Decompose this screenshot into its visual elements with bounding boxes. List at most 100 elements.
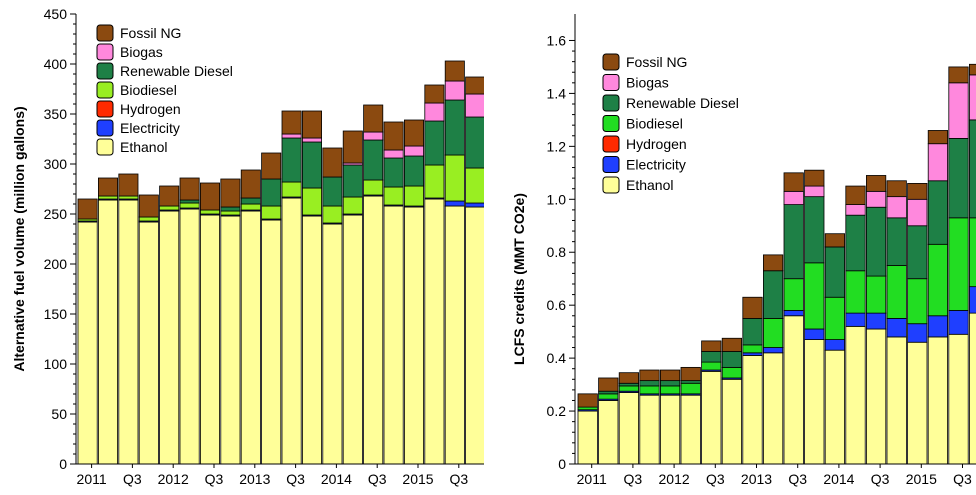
bar-segment [363, 131, 384, 141]
bar-segment [598, 377, 619, 392]
bar-segment [680, 366, 701, 382]
bar-segment [261, 152, 282, 180]
bar-segment [220, 178, 241, 208]
bar-segment [220, 210, 241, 216]
bar-segment [179, 177, 200, 201]
bar-segment [804, 185, 825, 198]
bar-segment [465, 202, 484, 208]
legend-swatch [602, 135, 620, 153]
bar-segment [199, 182, 220, 211]
y-tick-label: 0.4 [547, 350, 567, 366]
bar-segment [660, 385, 681, 395]
legend-label: Biogas [120, 44, 163, 60]
bar-segment [281, 181, 302, 198]
bar-segment [845, 214, 866, 272]
bar-segment [907, 225, 928, 280]
y-tick-label: 50 [51, 406, 67, 422]
legend-swatch [96, 24, 114, 42]
x-tick-label: 2014 [321, 471, 352, 487]
bar-segment [866, 328, 887, 465]
bar-segment [322, 223, 343, 465]
bar-segment [886, 180, 907, 198]
bar-segment [804, 328, 825, 340]
bar-segment [77, 198, 98, 220]
legend-swatch [96, 119, 114, 137]
bar-segment [98, 177, 119, 197]
x-tick-label: 2011 [577, 471, 607, 487]
legend-swatch [96, 43, 114, 61]
bar-segment [118, 195, 139, 200]
bar-segment [138, 216, 159, 222]
bar-segment [866, 175, 887, 192]
bar-segment [444, 60, 465, 82]
x-tick-label: Q3 [788, 471, 807, 487]
bar-segment [721, 366, 743, 379]
bar-segment [660, 369, 681, 382]
bar-segment [783, 278, 804, 311]
bar-segment [639, 394, 660, 465]
y-tick-label: 250 [44, 206, 68, 222]
bar-segment [281, 110, 302, 135]
bar-segment [403, 206, 424, 465]
bar-segment [199, 214, 220, 465]
y-tick-label: 200 [44, 256, 68, 272]
bar-segment [465, 76, 484, 95]
bar-segment [383, 149, 404, 159]
bar-segment [577, 410, 598, 465]
bar-segment [403, 185, 424, 207]
y-tick-label: 0.8 [547, 244, 567, 260]
legend-label: Ethanol [626, 177, 673, 193]
legend-label: Biodiesel [626, 116, 683, 132]
bar-segment [363, 139, 384, 181]
bar-segment [927, 243, 949, 317]
bar-segment [701, 340, 722, 352]
bar-segment [866, 206, 887, 277]
y-tick-label: 0.2 [547, 403, 567, 419]
bar-segment [465, 206, 484, 465]
bar-segment [159, 205, 180, 211]
bar-segment [763, 347, 784, 354]
bar-segment [444, 154, 465, 202]
y-axis-label: LCFS credits (MMT CO2e) [511, 193, 527, 365]
bar-segment [444, 205, 465, 465]
bar-segment [721, 337, 743, 352]
bar-segment [403, 145, 424, 157]
bar-segment [240, 203, 261, 211]
bar-segment [138, 194, 159, 218]
bar-segment [886, 217, 907, 266]
legend-label: Fossil NG [626, 54, 687, 70]
legend-label: Electricity [120, 120, 180, 136]
legend-swatch [602, 156, 620, 173]
bar-segment [220, 206, 241, 212]
bar-segment [403, 155, 424, 187]
bar-segment [77, 221, 98, 465]
x-tick-label: Q3 [205, 471, 224, 487]
bar-segment [199, 209, 220, 215]
bar-segment [118, 199, 139, 465]
bar-segment [680, 382, 701, 395]
bar-segment [845, 204, 866, 216]
legend-label: Hydrogen [626, 136, 687, 152]
bar-segment [763, 270, 784, 319]
legend-label: Renewable Diesel [120, 63, 233, 79]
bar-segment [342, 130, 363, 164]
bar-segment [444, 200, 465, 207]
bar-segment [660, 394, 681, 465]
bar-segment [701, 351, 722, 363]
legend: Fossil NG Biogas Renewable Diesel Biodiesel… [602, 53, 739, 194]
legend-swatch [602, 176, 620, 194]
bar-segment [927, 143, 949, 182]
bar-segment [424, 102, 445, 122]
bar-segment [783, 310, 804, 317]
x-tick-label: 2012 [659, 471, 690, 487]
bar-segment [969, 119, 976, 219]
bar-segment [907, 278, 928, 325]
bar-segment [118, 173, 139, 197]
legend-swatch [602, 94, 620, 112]
bar-segment [639, 369, 660, 382]
y-tick-label: 450 [44, 6, 68, 22]
bar-segment [261, 205, 282, 220]
legend-swatch [96, 62, 114, 80]
bar-segment [969, 63, 976, 76]
bar-segment [618, 385, 640, 392]
